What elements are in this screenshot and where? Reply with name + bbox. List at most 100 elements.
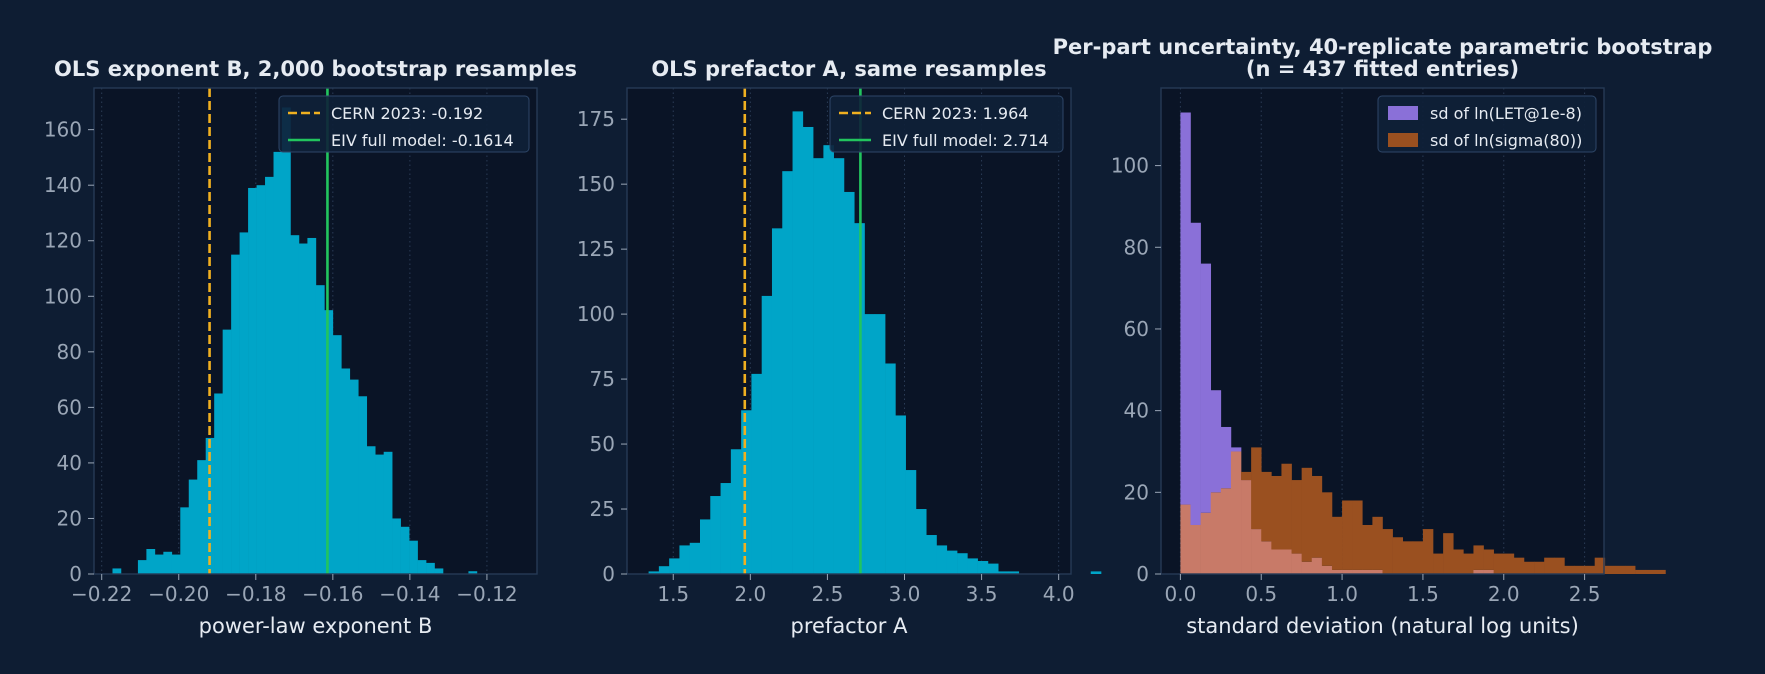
uncertainty-bar-sigma <box>1311 475 1323 558</box>
exponent-b-bar <box>231 254 240 574</box>
exponent-b-bar <box>171 554 181 574</box>
uncertainty-bar-sigma <box>1281 463 1292 550</box>
panel-prefactor-a: 1.5 2.0 2.5 3.0 3.5 4.0 0 25 50 75 100 125 150 175 pre… <box>577 57 1102 638</box>
uncertainty-bar-overlap <box>1271 549 1282 574</box>
exponent-b-ytick-label: 60 <box>57 395 82 419</box>
exponent-b-xtick-label: −0.12 <box>456 582 517 606</box>
uncertainty-xtick-label: 0.5 <box>1245 582 1277 606</box>
uncertainty-bar-sigma <box>1271 475 1282 550</box>
exponent-b-bar <box>154 554 164 574</box>
uncertainty-bar-overlap <box>1180 504 1191 574</box>
prefactor-a-bar <box>895 415 906 574</box>
uncertainty-bar-sigma <box>1362 524 1373 570</box>
uncertainty-ytick-label: 40 <box>1124 399 1149 423</box>
uncertainty-title: Per-part uncertainty, 40-replicate param… <box>1053 35 1713 59</box>
prefactor-a-bar <box>771 228 783 575</box>
uncertainty-legend-box <box>1377 95 1597 153</box>
uncertainty-bar-sigma <box>1291 480 1302 554</box>
prefactor-a-bar <box>741 410 752 574</box>
uncertainty-bar-overlap <box>1200 512 1212 574</box>
prefactor-a-xtick-label: 2.5 <box>812 582 844 606</box>
exponent-b-bar <box>409 540 418 574</box>
uncertainty-ytick-label: 80 <box>1124 235 1149 259</box>
exponent-b-bar <box>281 107 291 574</box>
exponent-b-ytick-label: 40 <box>57 451 82 475</box>
prefactor-a-legend-label: EIV full model: 2.714 <box>882 131 1049 150</box>
prefactor-a-ytick-label: 175 <box>577 107 615 131</box>
uncertainty-bar-sigma <box>1635 569 1646 574</box>
uncertainty-xlabel: standard deviation (natural log units) <box>1186 614 1579 638</box>
uncertainty-legend: sd of ln(LET@1e-8) sd of ln(sigma(80)) <box>1377 95 1597 153</box>
prefactor-a-xtick-label: 2.0 <box>734 582 766 606</box>
uncertainty-bar-sigma <box>1655 569 1666 574</box>
uncertainty-ytick-label: 100 <box>1111 154 1149 178</box>
prefactor-a-ytick-label: 150 <box>577 172 615 196</box>
exponent-b-bar <box>197 460 207 574</box>
exponent-b-xtick-label: −0.16 <box>302 582 363 606</box>
uncertainty-bar-overlap <box>1311 557 1323 574</box>
prefactor-a-bar <box>843 191 855 574</box>
uncertainty-bar-sigma <box>1564 565 1575 574</box>
uncertainty-bar-sigma <box>1645 569 1656 574</box>
exponent-b-bar <box>383 451 393 574</box>
prefactor-a-bar <box>669 558 680 574</box>
uncertainty-bar-overlap <box>1281 549 1292 574</box>
prefactor-a-bar <box>915 509 927 574</box>
exponent-b-ytick-label: 120 <box>44 229 82 253</box>
prefactor-a-ytick-label: 50 <box>590 432 615 456</box>
prefactor-a-ytick-label: 25 <box>590 497 615 521</box>
uncertainty-bar-overlap <box>1321 565 1333 574</box>
uncertainty-bar-let <box>1230 447 1242 452</box>
exponent-b-legend-box <box>278 95 530 153</box>
exponent-b-bar <box>366 446 376 574</box>
exponent-b-xtick-label: −0.18 <box>225 582 286 606</box>
uncertainty-bar-sigma <box>1523 561 1535 574</box>
uncertainty-bar-let <box>1200 263 1212 513</box>
uncertainty-bar-sigma <box>1625 565 1636 574</box>
prefactor-a-bar <box>710 496 721 574</box>
exponent-b-ytick-label: 20 <box>57 506 82 530</box>
uncertainty-frame <box>1160 87 1605 575</box>
uncertainty-xtick-label: 1.5 <box>1407 582 1439 606</box>
prefactor-a-legend-box <box>829 95 1064 153</box>
uncertainty-ytick-label: 0 <box>1136 562 1149 586</box>
prefactor-a-xtick-label: 3.0 <box>889 582 921 606</box>
exponent-b-bar <box>392 518 401 574</box>
uncertainty-bar-sigma <box>1412 541 1424 574</box>
uncertainty-bar-sigma <box>1422 529 1434 574</box>
exponent-b-bar <box>315 285 325 574</box>
prefactor-a-bar <box>998 571 1009 574</box>
uncertainty-bar-overlap <box>1261 541 1272 574</box>
panel-exponent-b: −0.22 −0.20 −0.18 −0.16 −0.14 −0.12 0 20 40 60 80 1… <box>44 57 577 638</box>
exponent-b-xtick-label: −0.14 <box>379 582 440 606</box>
prefactor-a-bar <box>658 566 670 574</box>
prefactor-a-xtick-label: 3.5 <box>966 582 998 606</box>
uncertainty-bar-overlap <box>1230 451 1242 574</box>
exponent-b-legend-label: CERN 2023: -0.192 <box>331 104 483 123</box>
uncertainty-bar-sigma <box>1372 516 1383 570</box>
prefactor-a-bar <box>792 111 804 574</box>
exponent-b-bar <box>146 549 156 574</box>
uncertainty-bar-sigma <box>1604 565 1616 574</box>
uncertainty-legend-label: sd of ln(LET@1e-8) <box>1430 104 1582 123</box>
prefactor-a-bar <box>761 295 773 574</box>
uncertainty-bar-overlap <box>1301 561 1313 574</box>
prefactor-a-ytick-label: 125 <box>577 237 615 261</box>
prefactor-a-bar <box>946 550 958 574</box>
exponent-b-bar <box>256 185 266 574</box>
exponent-b-bar <box>349 379 359 574</box>
prefactor-a-bar <box>977 561 989 574</box>
uncertainty-ytick-label: 60 <box>1124 317 1149 341</box>
exponent-b-bar <box>298 243 308 574</box>
exponent-b-bar <box>358 396 368 574</box>
exponent-b-bar <box>290 235 300 574</box>
exponent-b-bar <box>239 232 249 574</box>
uncertainty-bar-overlap <box>1473 569 1484 574</box>
uncertainty-xtick-label: 0.0 <box>1164 582 1196 606</box>
prefactor-a-bar <box>987 563 999 574</box>
uncertainty-bar-let <box>1180 112 1191 505</box>
uncertainty-bar-sigma <box>1251 447 1262 530</box>
prefactor-a-xtick-label: 4.0 <box>1043 582 1075 606</box>
prefactor-a-bar <box>699 519 711 574</box>
